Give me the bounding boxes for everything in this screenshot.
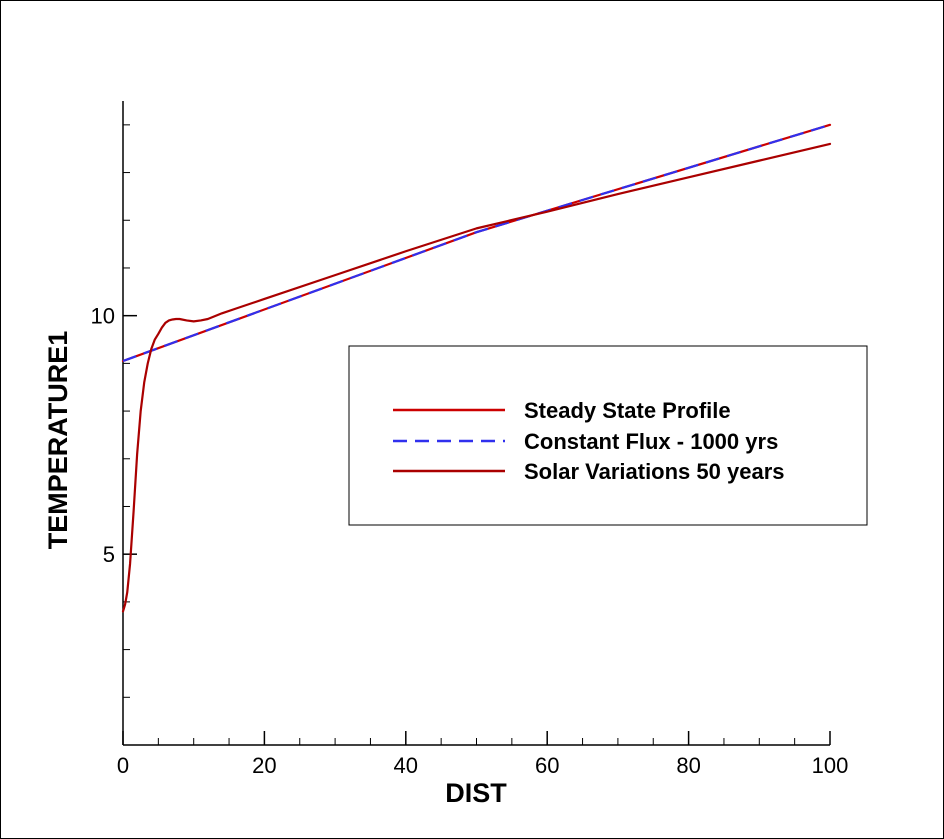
legend-label-steady-state: Steady State Profile [524, 398, 731, 423]
series-constant-flux-line [122, 123, 831, 363]
plot-series [121, 123, 832, 613]
legend-label-solar-variations: Solar Variations 50 years [524, 459, 785, 484]
axes: 0 20 40 60 80 100 5 10 [91, 101, 849, 778]
legend: Steady State Profile Constant Flux - 100… [348, 345, 868, 526]
legend-label-constant-flux: Constant Flux - 1000 yrs [524, 429, 778, 454]
x-tick-label: 0 [117, 753, 129, 778]
x-tick-label: 20 [252, 753, 276, 778]
series-solar-variations-line [121, 142, 832, 613]
y-tick-label: 10 [91, 304, 115, 329]
x-tick-label: 100 [812, 753, 849, 778]
x-tick-label: 60 [535, 753, 559, 778]
x-tick-label: 80 [676, 753, 700, 778]
x-axis-label: DIST [445, 778, 507, 808]
y-tick-label: 5 [103, 542, 115, 567]
legend-box [348, 345, 868, 526]
y-axis-label: TEMPERATURE1 [43, 331, 73, 550]
x-tick-label: 40 [394, 753, 418, 778]
